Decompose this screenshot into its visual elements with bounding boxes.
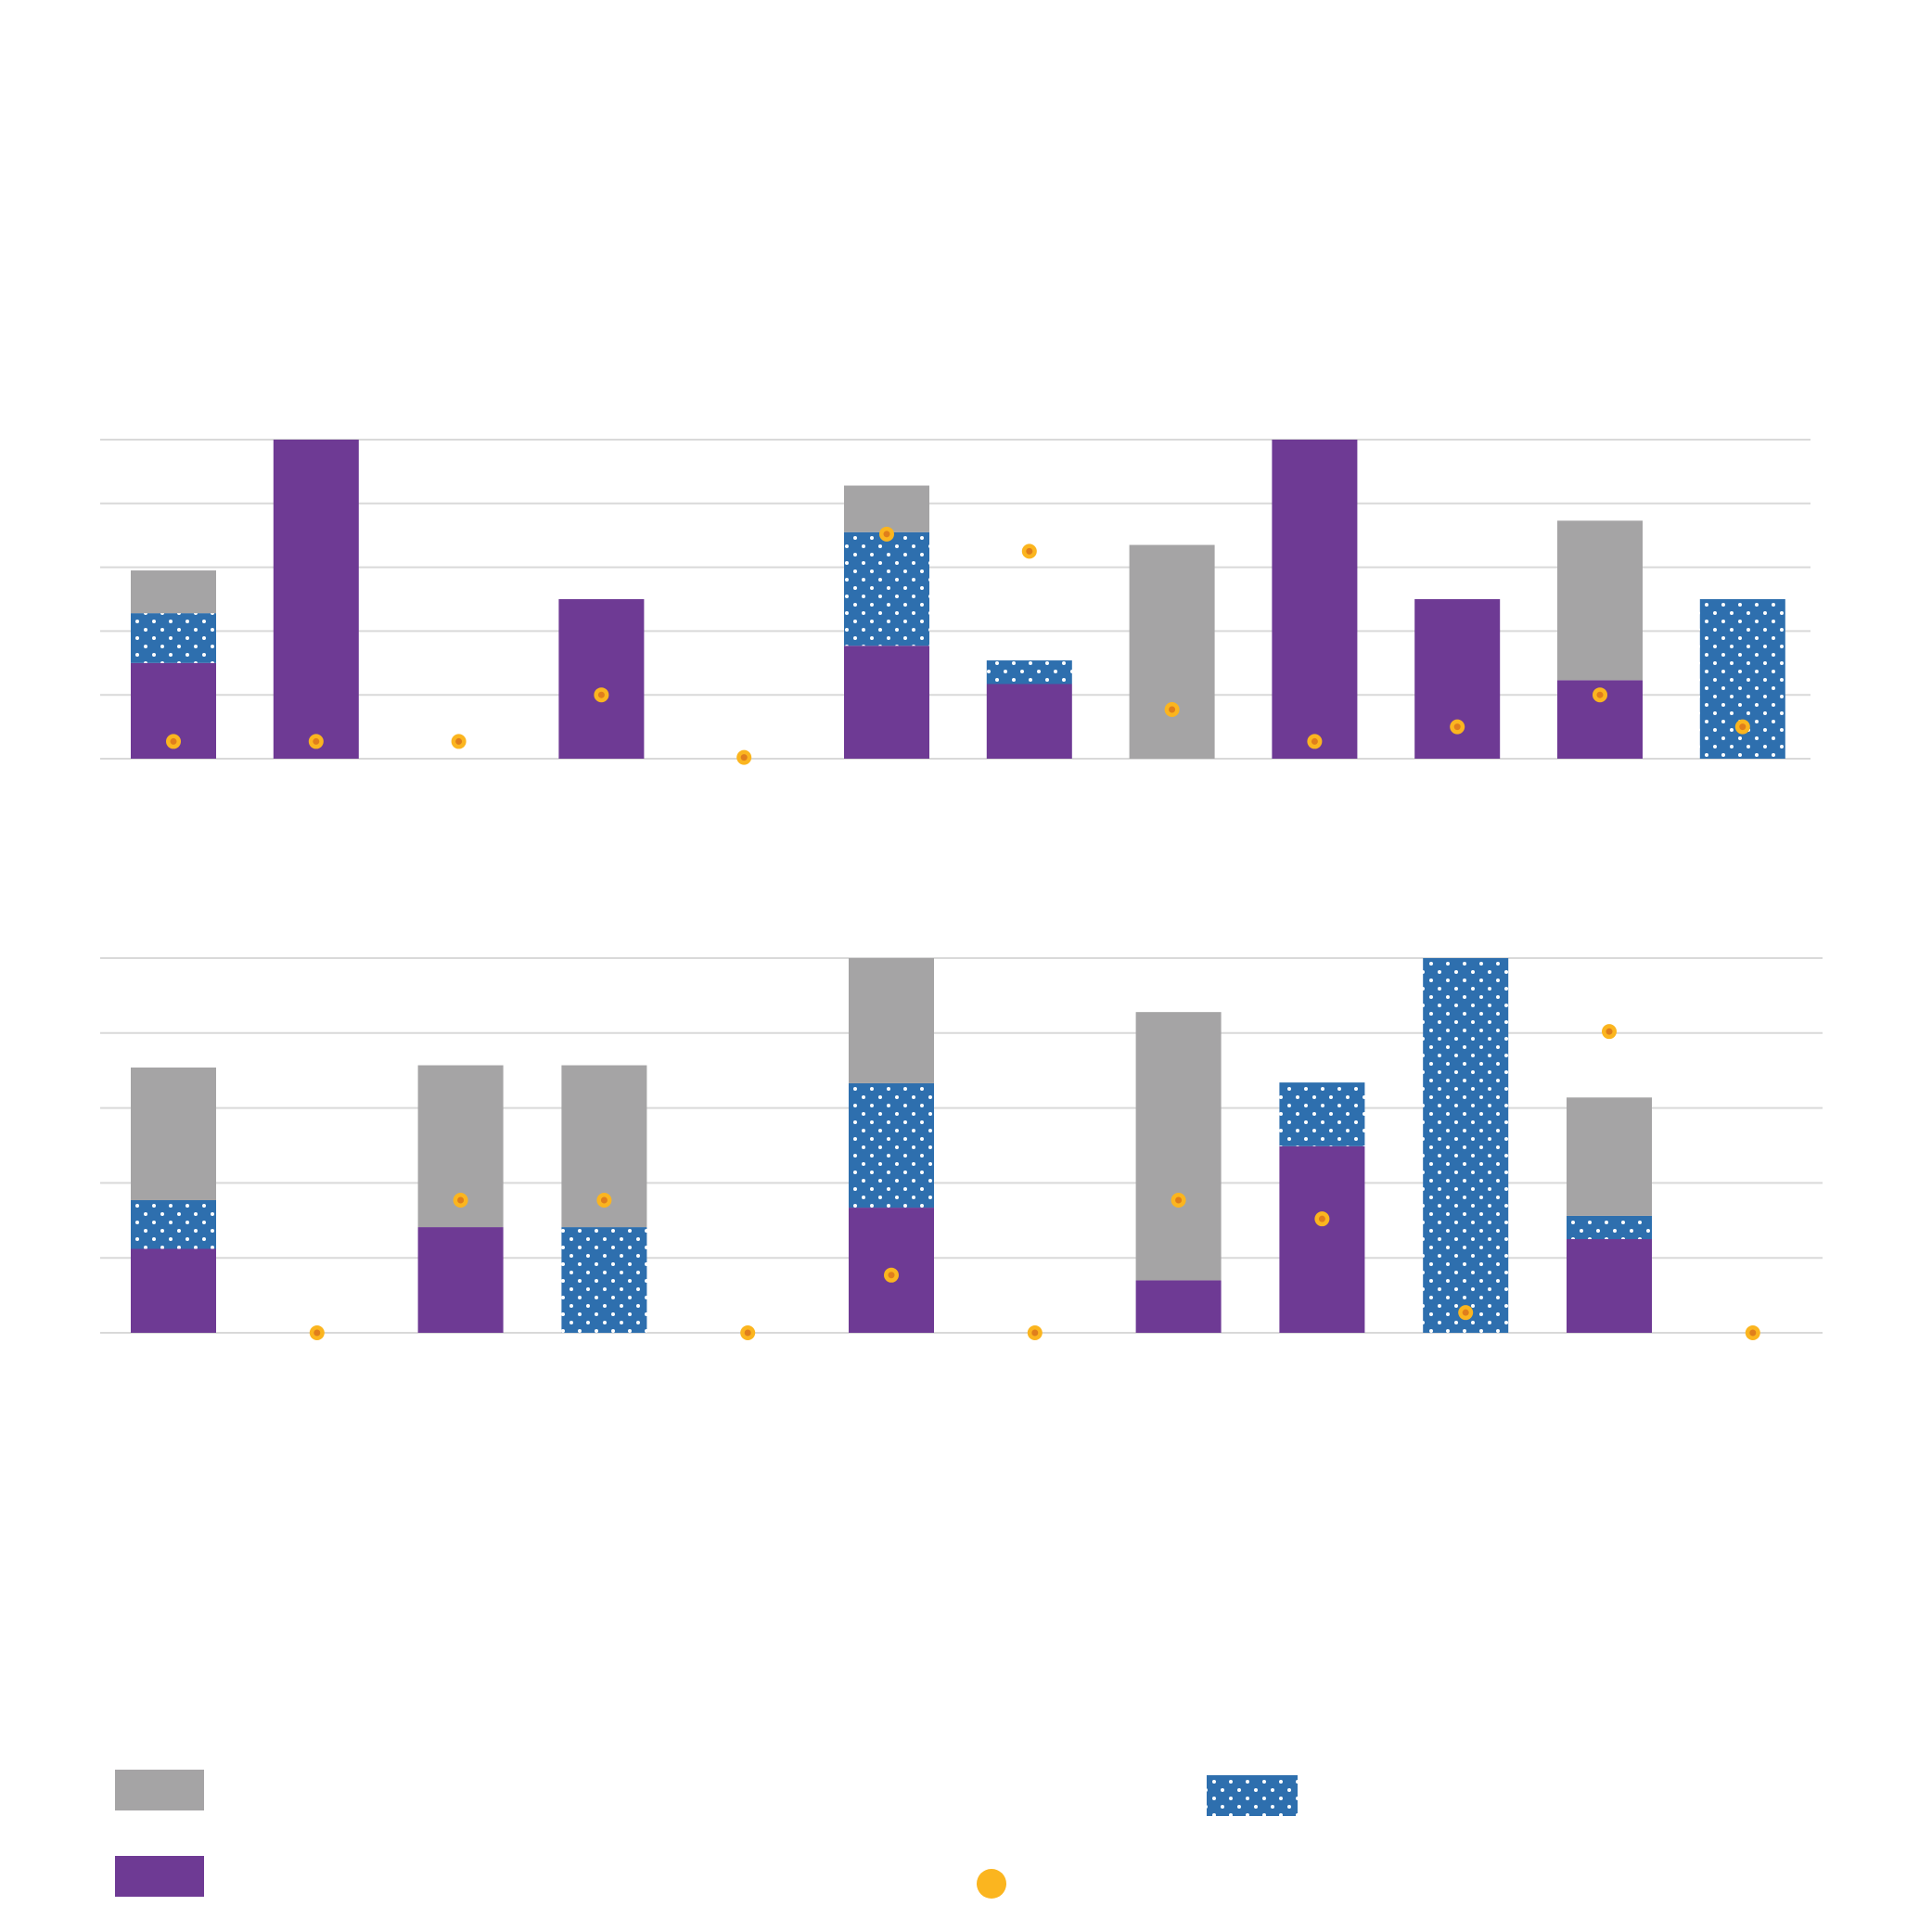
marker-point-center	[740, 754, 748, 761]
marker-point-center	[1453, 723, 1461, 731]
marker-point-center	[744, 1329, 751, 1337]
marker-point-center	[1606, 1028, 1613, 1035]
bar-segment-blue	[986, 660, 1072, 684]
marker-point-center	[1169, 706, 1176, 713]
chart-panel-bottom	[100, 957, 1823, 1340]
bar-segment-blue	[1279, 1082, 1365, 1146]
marker-point-center	[1031, 1329, 1039, 1337]
bar-segment-purple	[1279, 1145, 1365, 1333]
bar-segment-purple	[1414, 599, 1501, 759]
orange-circle-icon	[977, 1869, 1006, 1899]
bar-segment-blue	[561, 1227, 647, 1333]
bar-segment-blue	[1423, 958, 1509, 1333]
marker-point-center	[1311, 737, 1318, 745]
bar-segment-blue	[131, 1199, 216, 1249]
bar-segment-blue	[1567, 1215, 1652, 1239]
bar-segment-purple	[417, 1227, 504, 1333]
bar-segment-gray	[1557, 520, 1643, 681]
bar-segment-purple	[273, 440, 359, 759]
marker-point-center	[883, 531, 890, 538]
bar-segment-purple	[131, 1248, 216, 1333]
bar-segment-gray	[131, 570, 216, 614]
bar-segment-gray	[849, 958, 934, 1083]
marker-point-center	[1596, 691, 1604, 698]
bar-segment-blue	[844, 531, 929, 646]
bar-segment-purple	[1135, 1280, 1222, 1333]
marker-point-center	[1026, 547, 1033, 555]
chart-panel-top	[100, 439, 1810, 765]
marker-point-center	[1318, 1215, 1325, 1222]
marker-point-center	[170, 737, 177, 745]
marker-point-center	[455, 737, 463, 745]
legend	[115, 1770, 1298, 1899]
bar-segment-purple	[844, 646, 929, 759]
bar-segment-blue	[131, 613, 216, 663]
marker-point-center	[1175, 1196, 1183, 1204]
marker-point-center	[1749, 1329, 1757, 1337]
bar-segment-gray	[1129, 544, 1215, 759]
bar-segment-blue	[1699, 599, 1785, 759]
marker-point-center	[457, 1196, 465, 1204]
bar-segment-blue	[849, 1082, 934, 1209]
bar-segment-purple	[1567, 1239, 1652, 1333]
marker-point-center	[597, 691, 605, 698]
marker-point-center	[1739, 723, 1746, 731]
bar-segment-gray	[131, 1067, 216, 1200]
marker-point-center	[313, 1329, 321, 1337]
marker-point-center	[600, 1196, 608, 1204]
bar-segment-purple	[558, 599, 645, 759]
bar-segment-gray	[1567, 1097, 1652, 1216]
bar-segment-purple	[1272, 440, 1358, 759]
blue-dotted-square-icon	[1207, 1775, 1298, 1816]
bar-segment-purple	[986, 684, 1072, 759]
marker-point-center	[888, 1272, 895, 1279]
marker-point-center	[1462, 1309, 1469, 1316]
purple-square-icon	[115, 1856, 204, 1897]
gray-square-icon	[115, 1770, 204, 1810]
marker-point-center	[313, 737, 320, 745]
bar-segment-gray	[844, 485, 929, 532]
bar-segment-gray	[1135, 1012, 1222, 1281]
